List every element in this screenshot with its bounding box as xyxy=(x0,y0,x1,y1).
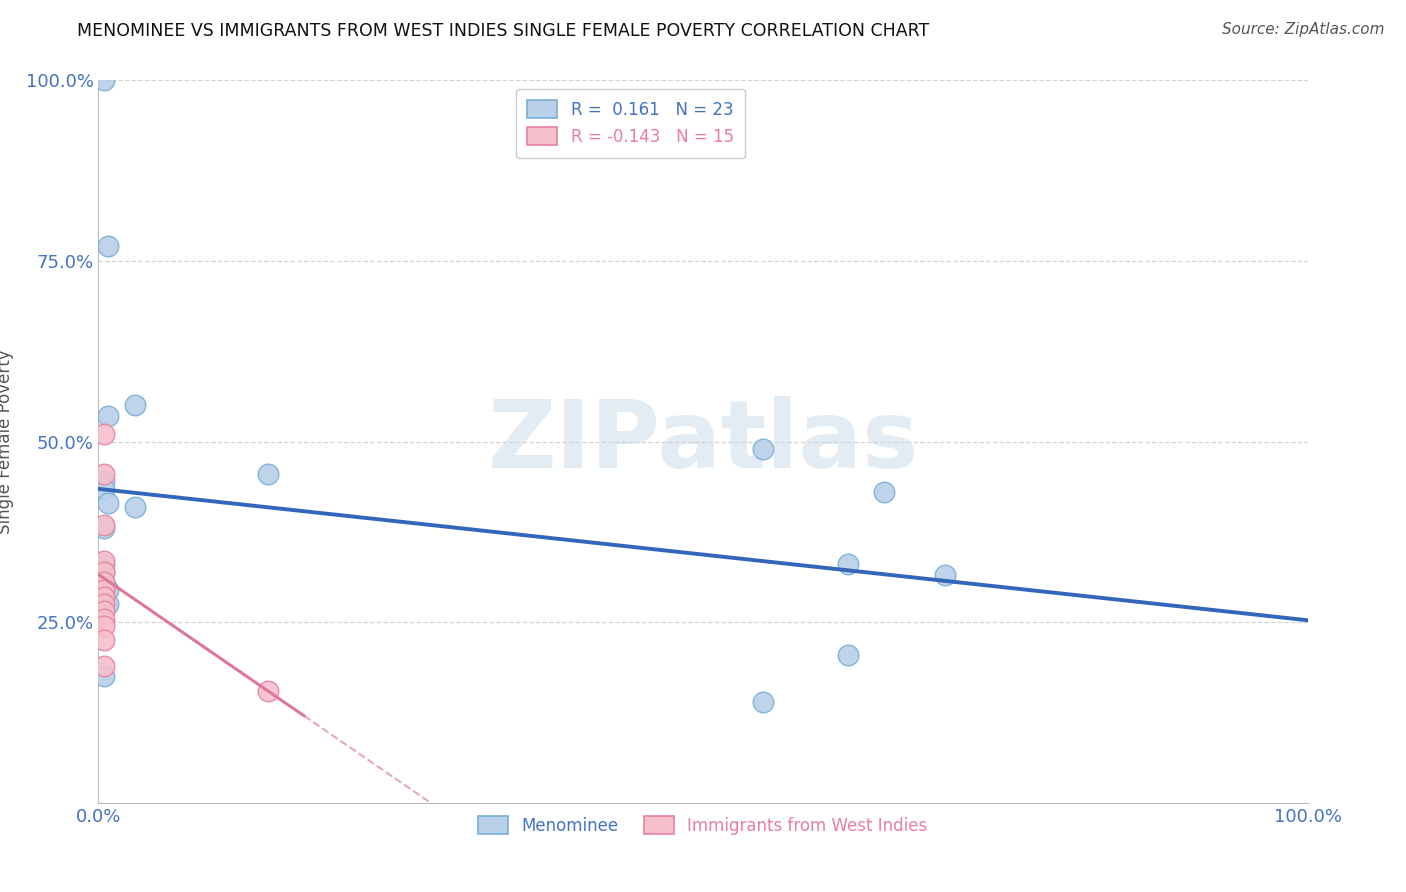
Point xyxy=(93,633,115,648)
Point xyxy=(97,496,120,510)
Point xyxy=(93,619,115,633)
Point xyxy=(93,604,115,618)
Point xyxy=(93,517,115,532)
Text: ZIPatlas: ZIPatlas xyxy=(488,395,918,488)
Point xyxy=(837,558,859,572)
Point xyxy=(752,695,775,709)
Point xyxy=(93,565,115,579)
Point xyxy=(97,239,120,253)
Point xyxy=(97,597,120,611)
Text: MENOMINEE VS IMMIGRANTS FROM WEST INDIES SINGLE FEMALE POVERTY CORRELATION CHART: MENOMINEE VS IMMIGRANTS FROM WEST INDIES… xyxy=(77,22,929,40)
Point xyxy=(93,658,115,673)
Point xyxy=(93,565,115,579)
Point xyxy=(97,409,120,424)
Point xyxy=(93,521,115,535)
Point xyxy=(93,575,115,590)
Point xyxy=(93,73,115,87)
Point xyxy=(124,500,146,514)
Point xyxy=(934,568,956,582)
Point xyxy=(93,475,115,489)
Point xyxy=(256,467,278,481)
Point xyxy=(97,582,120,597)
Point xyxy=(752,442,775,456)
Point xyxy=(93,669,115,683)
Y-axis label: Single Female Poverty: Single Female Poverty xyxy=(0,350,14,533)
Text: Source: ZipAtlas.com: Source: ZipAtlas.com xyxy=(1222,22,1385,37)
Legend: Menominee, Immigrants from West Indies: Menominee, Immigrants from West Indies xyxy=(472,809,934,841)
Point xyxy=(93,597,115,611)
Point xyxy=(93,427,115,442)
Point xyxy=(256,683,278,698)
Point xyxy=(873,485,896,500)
Point xyxy=(837,648,859,662)
Point xyxy=(93,575,115,590)
Point xyxy=(93,582,115,597)
Point xyxy=(93,604,115,618)
Point xyxy=(124,398,146,412)
Point xyxy=(93,590,115,604)
Point xyxy=(93,554,115,568)
Point xyxy=(93,467,115,481)
Point xyxy=(93,611,115,625)
Point xyxy=(93,482,115,496)
Point xyxy=(93,558,115,572)
